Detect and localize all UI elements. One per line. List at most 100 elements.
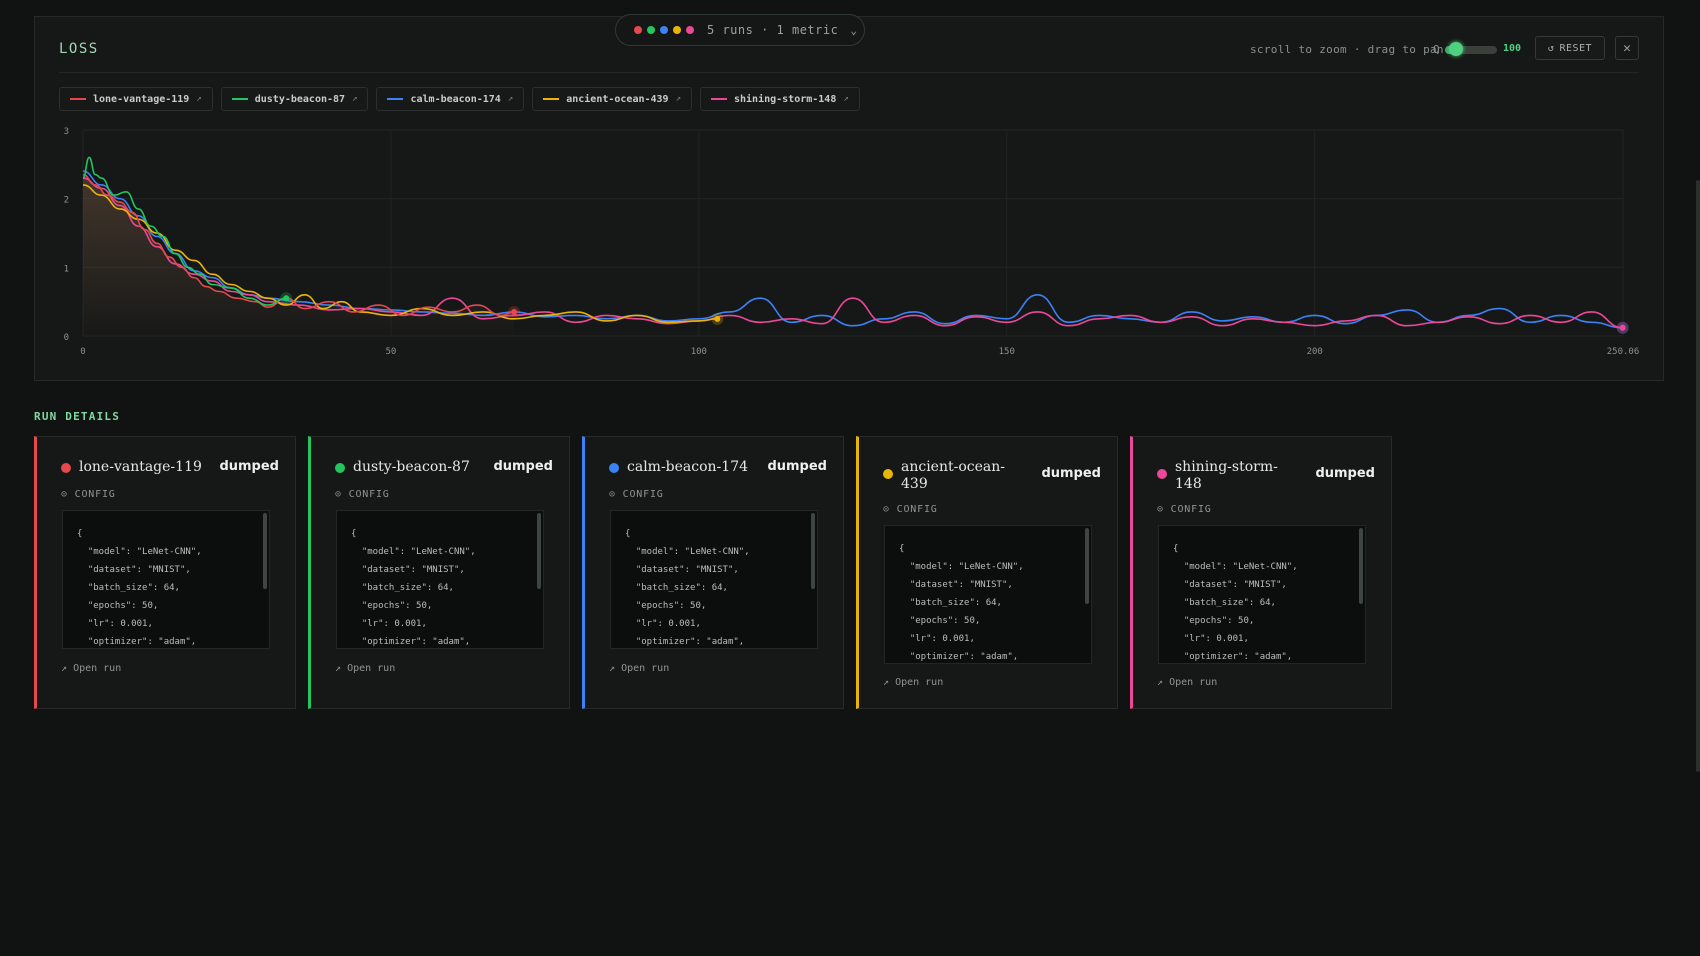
x-tick-label: 100 [691, 347, 707, 357]
config-scrollbar[interactable] [1359, 528, 1363, 604]
config-line: "epochs": 50, [351, 601, 433, 611]
open-run-label: Open run [895, 677, 944, 688]
run-status: dumped [1041, 466, 1101, 481]
config-code-block[interactable]: { "model": "LeNet-CNN", "dataset": "MNIS… [62, 510, 270, 649]
config-line: "lr": 0.001, [625, 619, 701, 629]
zoom-slider[interactable] [1445, 42, 1497, 56]
loss-line-chart[interactable]: 0 1 2 3 0 50 100 150 200 250.06 [35, 17, 1665, 382]
chart-legend: lone-vantage-119 ↗ dusty-beacon-87 ↗ cal… [59, 87, 860, 111]
config-line: "dataset": "MNIST", [77, 565, 191, 575]
series-line-shining-storm-148 [82, 177, 1623, 329]
config-toggle[interactable]: ⊙ CONFIG [61, 489, 116, 500]
open-run-icon: ↗ [1157, 677, 1164, 688]
config-line: "dataset": "MNIST", [899, 580, 1013, 590]
x-tick-label: 50 [386, 347, 397, 357]
legend-label: dusty-beacon-87 [254, 93, 346, 105]
config-label: CONFIG [74, 489, 116, 500]
config-line: "batch_size": 64, [77, 583, 180, 593]
external-link-icon: ↗ [675, 94, 681, 104]
config-scrollbar[interactable] [537, 513, 541, 589]
run-color-dot [1157, 469, 1167, 479]
y-tick-label: 0 [64, 333, 69, 343]
open-run-link[interactable]: ↗ Open run [335, 663, 395, 674]
run-card-header: dusty-beacon-87 dumped [335, 459, 553, 476]
config-line: "optimizer": "adam", [77, 637, 197, 647]
config-icon: ⊙ [1157, 504, 1164, 515]
config-toggle[interactable]: ⊙ CONFIG [335, 489, 390, 500]
config-scrollbar[interactable] [811, 513, 815, 589]
config-scrollbar[interactable] [263, 513, 267, 589]
open-run-link[interactable]: ↗ Open run [609, 663, 669, 674]
run-card-calm-beacon-174: calm-beacon-174 dumped ⊙ CONFIG { "model… [582, 436, 844, 709]
open-run-link[interactable]: ↗ Open run [883, 677, 943, 688]
series-end-point [283, 295, 290, 302]
run-status: dumped [493, 459, 553, 474]
legend-item-shining-storm-148[interactable]: shining-storm-148 ↗ [700, 87, 860, 111]
config-line: "dataset": "MNIST", [351, 565, 465, 575]
config-toggle[interactable]: ⊙ CONFIG [1157, 504, 1212, 515]
config-line: "lr": 0.001, [899, 634, 975, 644]
chart-header: LOSS 5 runs · 1 metric ⌄ scroll to zoom … [35, 14, 1663, 72]
config-line: "optimizer": "adam", [899, 652, 1019, 662]
reset-button[interactable]: ↺ RESET [1535, 36, 1605, 60]
config-scrollbar[interactable] [1085, 528, 1089, 604]
close-icon: ✕ [1623, 40, 1631, 56]
series-line-calm-beacon-174 [82, 170, 1623, 329]
legend-swatch [711, 98, 727, 100]
external-link-icon: ↗ [843, 94, 849, 104]
legend-label: lone-vantage-119 [93, 93, 190, 105]
run-name: shining-storm-148 [1175, 459, 1278, 492]
page-scrollbar[interactable] [1696, 180, 1700, 772]
run-status: dumped [1315, 466, 1375, 481]
runs-selector-pill[interactable]: 5 runs · 1 metric ⌄ [615, 14, 865, 46]
open-run-label: Open run [1169, 677, 1218, 688]
config-line: "model": "LeNet-CNN", [625, 547, 750, 557]
close-button[interactable]: ✕ [1615, 36, 1639, 60]
config-line: "model": "LeNet-CNN", [1173, 562, 1298, 572]
legend-item-calm-beacon-174[interactable]: calm-beacon-174 ↗ [376, 87, 525, 111]
series-end-point [1619, 324, 1626, 331]
legend-swatch [387, 98, 404, 100]
config-code-block[interactable]: { "model": "LeNet-CNN", "dataset": "MNIS… [610, 510, 818, 649]
run-status: dumped [767, 459, 827, 474]
open-run-link[interactable]: ↗ Open run [61, 663, 121, 674]
config-toggle[interactable]: ⊙ CONFIG [883, 504, 938, 515]
run-details-title: RUN DETAILS [34, 410, 121, 423]
run-status: dumped [219, 459, 279, 474]
config-label: CONFIG [896, 504, 938, 515]
config-line: "optimizer": "adam", [1173, 652, 1293, 662]
legend-item-ancient-ocean-439[interactable]: ancient-ocean-439 ↗ [532, 87, 692, 111]
legend-item-lone-vantage-119[interactable]: lone-vantage-119 ↗ [59, 87, 213, 111]
runs-summary: 5 runs · 1 metric [707, 23, 839, 37]
config-line: "optimizer": "adam", [351, 637, 471, 647]
open-run-icon: ↗ [609, 663, 616, 674]
legend-item-dusty-beacon-87[interactable]: dusty-beacon-87 ↗ [220, 87, 369, 111]
config-code-block[interactable]: { "model": "LeNet-CNN", "dataset": "MNIS… [884, 525, 1092, 664]
run-card-header: ancient-ocean-439 dumped [883, 459, 1101, 493]
config-icon: ⊙ [609, 489, 616, 500]
config-line: { [77, 529, 83, 539]
config-line: "dataset": "MNIST", [1173, 580, 1287, 590]
series-area-fill [83, 174, 515, 336]
config-toggle[interactable]: ⊙ CONFIG [609, 489, 664, 500]
run-color-dot [61, 463, 71, 473]
legend-label: shining-storm-148 [734, 93, 837, 105]
config-line: "epochs": 50, [899, 616, 981, 626]
header-divider [59, 72, 1639, 73]
zoom-slider-handle[interactable] [1448, 42, 1463, 56]
config-code-block[interactable]: { "model": "LeNet-CNN", "dataset": "MNIS… [1158, 525, 1366, 664]
run-dot [673, 26, 681, 34]
run-card-header: lone-vantage-119 dumped [61, 459, 279, 476]
config-code-block[interactable]: { "model": "LeNet-CNN", "dataset": "MNIS… [336, 510, 544, 649]
open-run-link[interactable]: ↗ Open run [1157, 677, 1217, 688]
open-run-label: Open run [73, 663, 122, 674]
x-tick-label: 0 [80, 347, 85, 357]
open-run-icon: ↗ [335, 663, 342, 674]
x-tick-label: 150 [999, 347, 1015, 357]
series-end-point [714, 315, 721, 322]
external-link-icon: ↗ [196, 94, 202, 104]
config-icon: ⊙ [61, 489, 68, 500]
y-tick-label: 3 [64, 127, 69, 137]
legend-label: ancient-ocean-439 [566, 93, 669, 105]
series-line-dusty-beacon-87 [82, 156, 287, 306]
